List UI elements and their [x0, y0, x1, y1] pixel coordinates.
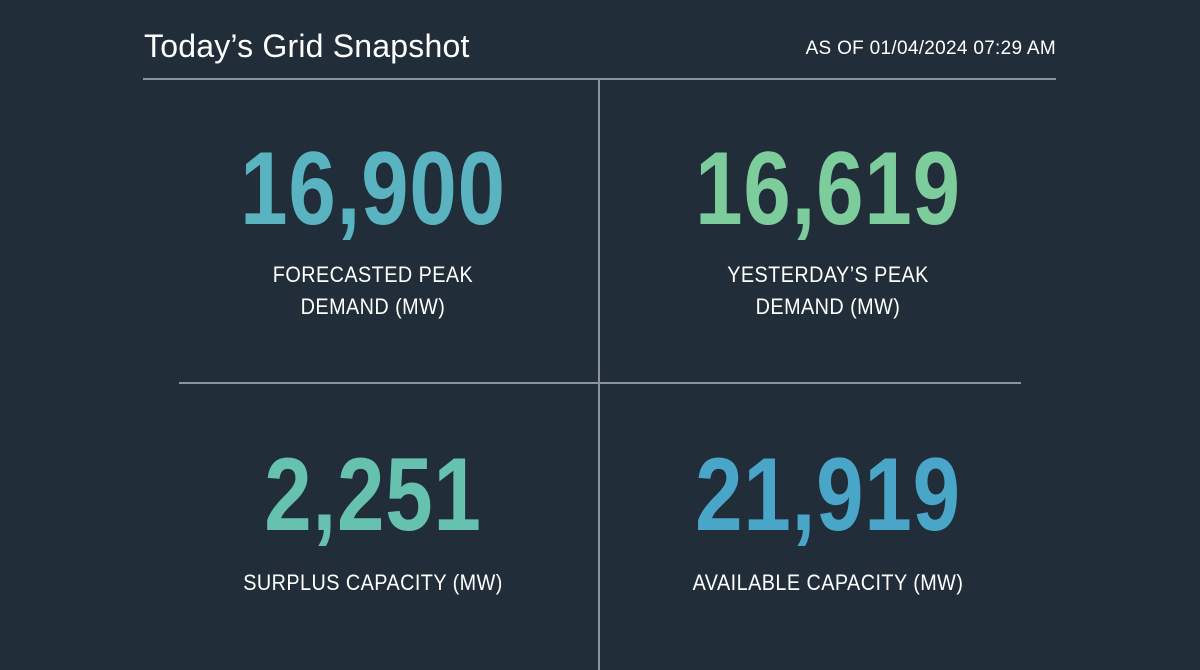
horizontal-divider [179, 382, 1021, 384]
metric-label-line: YESTERDAY’S PEAK [727, 262, 929, 287]
metric-forecasted-peak-demand: 16,900 FORECASTED PEAK DEMAND (MW) [163, 137, 583, 323]
snapshot-header: Today’s Grid Snapshot AS OF 01/04/2024 0… [144, 0, 1056, 80]
metric-label-line: DEMAND (MW) [300, 294, 446, 319]
metric-label: YESTERDAY’S PEAK DEMAND (MW) [639, 259, 1017, 323]
metric-value: 16,900 [240, 131, 506, 247]
metric-label-line: DEMAND (MW) [755, 294, 901, 319]
header-divider [143, 78, 1056, 80]
as-of-timestamp: AS OF 01/04/2024 07:29 AM [805, 38, 1056, 59]
metric-value: 16,619 [695, 131, 961, 247]
page-title: Today’s Grid Snapshot [144, 28, 470, 64]
metric-label-line: AVAILABLE CAPACITY (MW) [692, 570, 964, 595]
vertical-divider [598, 80, 600, 670]
metric-label: SURPLUS CAPACITY (MW) [184, 567, 562, 599]
metric-label: AVAILABLE CAPACITY (MW) [639, 567, 1017, 599]
metric-available-capacity: 21,919 AVAILABLE CAPACITY (MW) [618, 443, 1038, 599]
metric-surplus-capacity: 2,251 SURPLUS CAPACITY (MW) [163, 443, 583, 599]
metric-label-line: SURPLUS CAPACITY (MW) [243, 570, 503, 595]
metric-yesterdays-peak-demand: 16,619 YESTERDAY’S PEAK DEMAND (MW) [618, 137, 1038, 323]
metric-label-line: FORECASTED PEAK [272, 262, 474, 287]
metric-value: 2,251 [264, 437, 482, 553]
metric-label: FORECASTED PEAK DEMAND (MW) [184, 259, 562, 323]
metric-value: 21,919 [695, 437, 961, 553]
